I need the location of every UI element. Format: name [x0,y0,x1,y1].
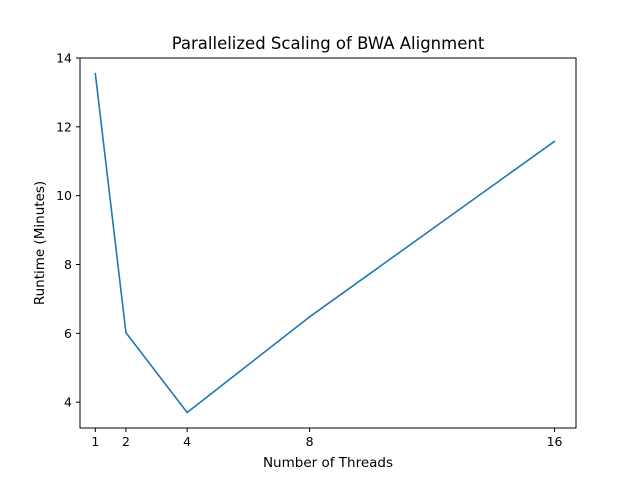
data-point [553,140,556,143]
data-point [125,331,127,334]
y-tick-label: 10 [56,188,72,203]
x-axis-label: Number of Threads [263,455,393,471]
chart-title: Parallelized Scaling of BWA Alignment [172,34,485,53]
y-axis-label: Runtime (Minutes) [32,181,48,305]
x-tick-label: 1 [91,434,99,449]
data-point [186,411,188,414]
data-point [308,316,311,318]
x-tick-label: 4 [183,434,191,449]
y-tick-label: 14 [56,51,72,66]
y-tick-label: 12 [56,119,72,134]
series-line-0 [94,73,556,414]
x-tick-label: 16 [547,434,563,449]
plot-frame [79,57,577,429]
y-tick-label: 4 [64,395,72,410]
data-point [94,72,97,75]
x-tick-label: 8 [306,434,314,449]
y-tick-label: 8 [64,257,72,272]
y-tick-label: 6 [64,326,72,341]
plot-area [94,72,556,414]
x-tick-label: 2 [122,434,130,449]
